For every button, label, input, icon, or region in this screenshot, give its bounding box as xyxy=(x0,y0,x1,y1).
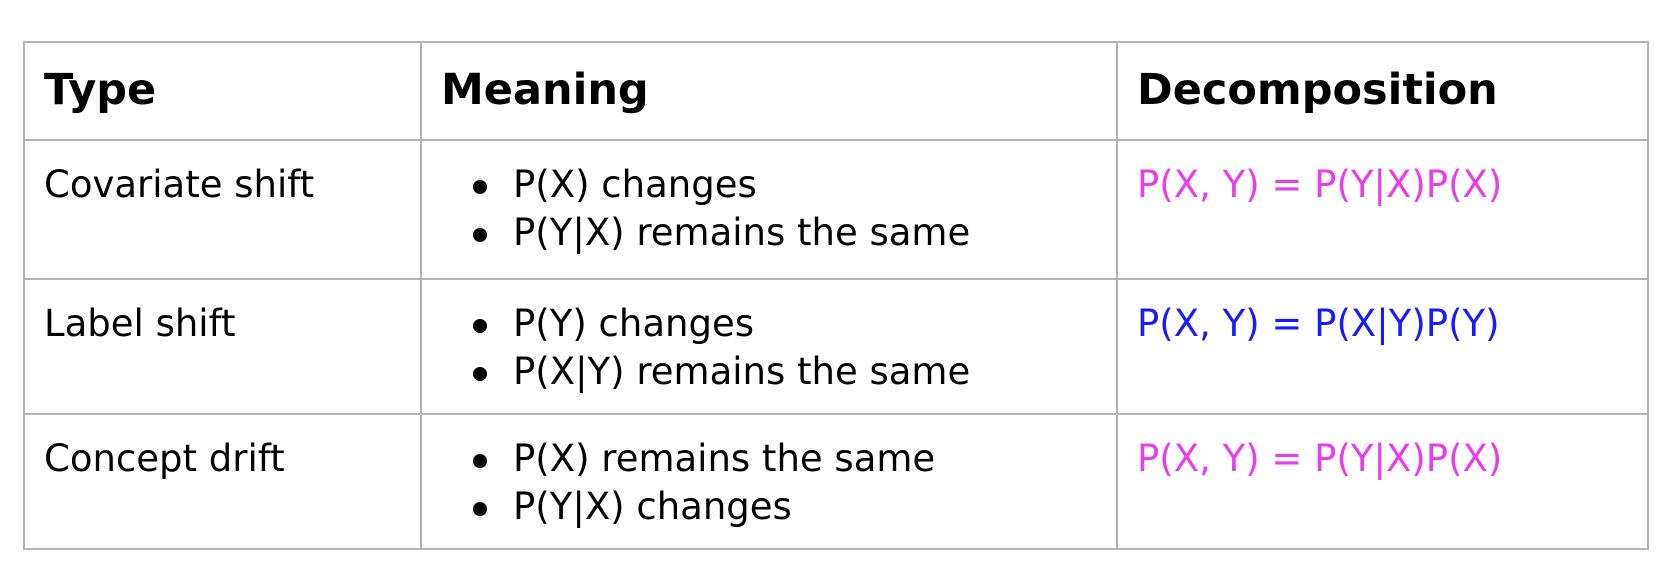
decomposition-cell: P(X, Y) = P(X|Y)P(Y) xyxy=(1116,278,1649,415)
type-label: Covariate shift xyxy=(44,163,315,206)
type-cell: Label shift xyxy=(23,278,422,415)
header-type: Type xyxy=(23,41,422,141)
decomposition-cell: P(X, Y) = P(Y|X)P(X) xyxy=(1116,413,1649,550)
decomposition-cell: P(X, Y) = P(Y|X)P(X) xyxy=(1116,139,1649,280)
table-row: Concept drift P(X) remains the same P(Y|… xyxy=(23,413,1649,550)
type-label: Concept drift xyxy=(44,437,285,480)
shift-types-table: Type Meaning Decomposition Covariate shi… xyxy=(23,41,1649,550)
meaning-list: P(Y) changes P(X|Y) remains the same xyxy=(441,300,1116,396)
list-item: P(Y) changes xyxy=(441,300,1116,348)
header-meaning-label: Meaning xyxy=(441,65,649,115)
meaning-list: P(X) changes P(Y|X) remains the same xyxy=(441,161,1116,257)
decomposition-formula: P(X, Y) = P(Y|X)P(X) xyxy=(1137,163,1503,206)
list-item: P(Y|X) remains the same xyxy=(441,209,1116,257)
meaning-cell: P(X) changes P(Y|X) remains the same xyxy=(420,139,1118,280)
decomposition-formula: P(X, Y) = P(X|Y)P(Y) xyxy=(1137,302,1500,345)
list-item: P(X) changes xyxy=(441,161,1116,209)
header-meaning: Meaning xyxy=(420,41,1118,141)
type-cell: Covariate shift xyxy=(23,139,422,280)
header-decomposition: Decomposition xyxy=(1116,41,1649,141)
type-label: Label shift xyxy=(44,302,236,345)
meaning-list: P(X) remains the same P(Y|X) changes xyxy=(441,435,1116,531)
header-type-label: Type xyxy=(44,65,157,115)
table-row: Label shift P(Y) changes P(X|Y) remains … xyxy=(23,278,1649,415)
type-cell: Concept drift xyxy=(23,413,422,550)
header-row: Type Meaning Decomposition xyxy=(23,41,1649,141)
decomposition-formula: P(X, Y) = P(Y|X)P(X) xyxy=(1137,437,1503,480)
meaning-cell: P(X) remains the same P(Y|X) changes xyxy=(420,413,1118,550)
meaning-cell: P(Y) changes P(X|Y) remains the same xyxy=(420,278,1118,415)
table-row: Covariate shift P(X) changes P(Y|X) rema… xyxy=(23,139,1649,280)
list-item: P(X) remains the same xyxy=(441,435,1116,483)
list-item: P(X|Y) remains the same xyxy=(441,348,1116,396)
header-decomposition-label: Decomposition xyxy=(1137,65,1498,115)
list-item: P(Y|X) changes xyxy=(441,483,1116,531)
